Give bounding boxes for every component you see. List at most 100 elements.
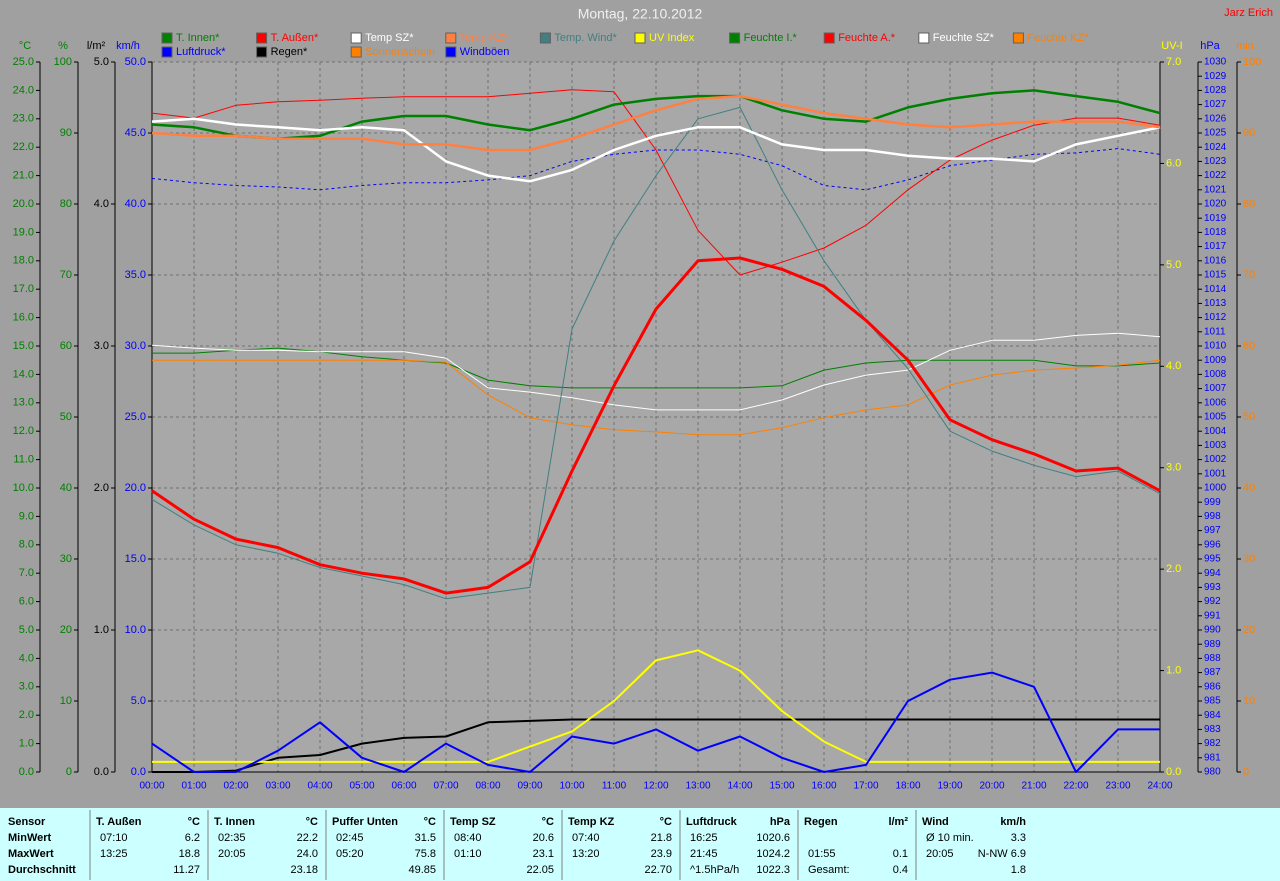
y-tick-label: 1025: [1204, 128, 1227, 139]
table-cell: 0.1: [893, 848, 908, 860]
y-tick-label: 14.0: [13, 368, 34, 380]
legend-swatch: [161, 46, 173, 58]
y-tick-label: 1.0: [94, 624, 109, 636]
table-header: Wind: [922, 816, 949, 828]
table-header: T. Innen: [214, 816, 255, 828]
axis-title: %: [58, 40, 68, 52]
y-tick-label: 100: [54, 56, 72, 68]
y-tick-label: 1013: [1204, 298, 1227, 309]
x-tick-label: 14:00: [727, 781, 752, 792]
y-tick-label: 90: [60, 127, 72, 139]
y-tick-label: 30.0: [125, 340, 146, 352]
table-cell: 23.9: [651, 848, 672, 860]
y-tick-label: 23.0: [13, 113, 34, 125]
table-cell: Gesamt:: [808, 864, 850, 876]
y-tick-label: 10: [1243, 695, 1255, 707]
y-tick-label: 4.0: [19, 652, 34, 664]
y-tick-label: 5.0: [19, 624, 34, 636]
x-tick-label: 00:00: [139, 781, 164, 792]
legend-label: Feuchte SZ*: [933, 32, 995, 44]
table-cell: 1020.6: [756, 832, 790, 844]
table-unit: °C: [306, 816, 318, 828]
y-tick-label: 0: [66, 766, 72, 778]
stats-table: Sensor MinWert MaxWert Durchschnitt T. Außen…: [8, 810, 1026, 880]
y-tick-label: 997: [1204, 525, 1221, 536]
y-tick-label: 986: [1204, 681, 1221, 692]
y-tick-label: 1020: [1204, 199, 1227, 210]
y-tick-label: 6.0: [19, 596, 34, 608]
x-tick-label: 15:00: [769, 781, 794, 792]
table-cell: N-NW 6.9: [978, 848, 1026, 860]
legend-swatch: [161, 32, 173, 44]
table-cell: 02:45: [336, 832, 364, 844]
y-tick-label: 50: [60, 411, 72, 423]
y-tick-label: 20.0: [125, 482, 146, 494]
legend-swatch: [350, 32, 362, 44]
legend-label: Temp KZ*: [460, 32, 509, 44]
table-cell: 49.85: [408, 864, 436, 876]
y-tick-label: 1022: [1204, 170, 1227, 181]
legend-label: UV Index: [649, 32, 695, 44]
x-tick-label: 11:00: [602, 781, 627, 792]
x-tick-label: 01:00: [181, 781, 206, 792]
table-cell: 18.8: [179, 848, 200, 860]
series-line: [151, 332, 1161, 411]
legend-swatch: [729, 32, 741, 44]
y-tick-label: 40: [60, 482, 72, 494]
y-tick-label: 992: [1204, 596, 1221, 607]
table-unit: °C: [188, 816, 200, 828]
legend-swatch: [918, 32, 930, 44]
series-line: [152, 718, 1160, 773]
y-tick-label: 12.0: [13, 425, 34, 437]
table-header: Regen: [804, 816, 838, 828]
table-header: Puffer Unten: [332, 816, 398, 828]
legend-swatch: [256, 46, 268, 58]
y-tick-label: 10: [60, 695, 72, 707]
y-tick-label: 0.0: [19, 766, 34, 778]
y-tick-label: 982: [1204, 738, 1221, 749]
y-tick-label: 40.0: [125, 198, 146, 210]
legend-swatch: [445, 46, 457, 58]
legend-label: Temp SZ*: [365, 32, 414, 44]
legend-label: Regen*: [271, 46, 308, 58]
y-tick-label: 6.0: [1166, 157, 1181, 169]
table-cell: Ø 10 min.: [926, 832, 974, 844]
y-tick-label: 90: [1243, 127, 1255, 139]
legend-swatch: [634, 32, 646, 44]
y-tick-label: 50: [1243, 411, 1255, 423]
x-tick-label: 10:00: [559, 781, 584, 792]
table-cell: 01:55: [808, 848, 836, 860]
axis-title: UV-I: [1161, 40, 1182, 52]
y-tick-label: 995: [1204, 554, 1221, 565]
x-tick-label: 08:00: [475, 781, 500, 792]
y-tick-label: 15.0: [13, 340, 34, 352]
table-cell: 13:25: [100, 848, 128, 860]
y-tick-label: 5.0: [131, 695, 146, 707]
series-line: [151, 94, 1161, 152]
table-cell: 31.5: [415, 832, 436, 844]
table-header: Luftdruck: [686, 816, 738, 828]
table-cell: 11.27: [173, 864, 200, 876]
x-tick-label: 13:00: [685, 781, 710, 792]
legend-label: Temp. Wind*: [554, 32, 617, 44]
table-cell: 22.2: [297, 832, 318, 844]
legend-swatch: [445, 32, 457, 44]
y-tick-label: 21.0: [13, 170, 34, 182]
y-tick-label: 60: [1243, 340, 1255, 352]
x-tick-label: 20:00: [979, 781, 1004, 792]
legend-swatch: [1012, 32, 1024, 44]
y-tick-label: 1009: [1204, 355, 1227, 366]
y-tick-label: 100: [1243, 56, 1261, 68]
y-tick-label: 3.0: [19, 681, 34, 693]
table-header: T. Außen: [96, 816, 142, 828]
x-tick-label: 21:00: [1021, 781, 1046, 792]
axis-title: hPa: [1200, 40, 1220, 52]
y-tick-label: 1023: [1204, 156, 1227, 167]
y-tick-label: 70: [60, 269, 72, 281]
y-tick-label: 980: [1204, 767, 1221, 778]
y-tick-label: 1030: [1204, 57, 1227, 68]
legend-label: Feuchte KZ*: [1027, 32, 1089, 44]
y-tick-label: 3.0: [1166, 462, 1181, 474]
table-cell: 21.8: [651, 832, 672, 844]
y-tick-label: 981: [1204, 752, 1221, 763]
